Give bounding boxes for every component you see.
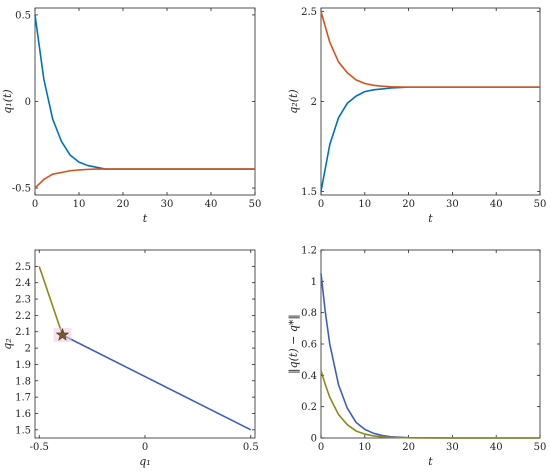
x-tick-label: 20 [117,199,130,210]
x-tick-label: 40 [490,442,503,453]
x-tick-label: 30 [446,442,459,453]
y-tick-label: 2.1 [15,327,31,338]
y-tick-label: 1.9 [15,360,31,371]
series-line-0 [34,14,255,170]
x-tick-label: 40 [205,199,218,210]
y-tick-label: 1.5 [301,187,317,198]
y-tick-label: 1.2 [301,246,317,257]
y-axis-label: ‖q(t) − q*‖ [287,314,301,374]
y-tick-label: 2.2 [15,311,31,322]
y-tick-label: 2.4 [15,278,31,289]
y-axis-label: q₂(t) [287,89,300,113]
panel-q2-vs-q1: -0.5 0 0.5 1.5 1.6 1.7 1.8 1.9 2 2.1 2.2 2.3 2.4 2.5 q… [1,249,259,468]
y-tick-label: 0.5 [15,10,31,21]
x-tick-label: 50 [249,199,262,210]
series-line-0 [320,273,540,439]
series-line-0 [62,334,252,431]
y-tick-label: 0.4 [301,371,317,382]
x-tick-label: 0 [142,442,148,453]
x-tick-label: 0 [32,199,38,210]
x-axis-label: t [428,455,433,468]
x-tick-label: 10 [358,199,371,210]
y-tick-label: 0.2 [301,402,317,413]
y-tick-label: 2 [311,97,317,108]
series-line-1 [34,168,255,189]
x-tick-label: 20 [402,199,415,210]
y-tick-label: 0.6 [301,340,317,351]
x-axis-label: q₁ [139,455,150,468]
y-axis-label: q₁(t) [1,89,14,113]
x-tick-label: 50 [534,199,547,210]
series-line-0 [320,86,540,192]
axes-frame [34,249,256,439]
axes-frame [320,7,541,196]
panel-error-norm-vs-t: 0 10 20 30 40 50 0 0.2 0.4 0.6 0.8 1 1.2 t ‖q(t) − q*‖ [287,246,546,469]
y-tick-label: 0 [25,97,31,108]
axes-frame [320,249,541,439]
y-tick-label: 2.5 [15,262,31,273]
y-tick-label: 2.3 [15,295,31,306]
y-axis-label: q₂ [1,338,14,349]
x-axis-label: t [143,212,148,225]
y-tick-label: 0 [311,434,317,445]
x-tick-label: 0.5 [243,442,259,453]
y-tick-label: 0.8 [301,308,317,319]
x-tick-label: 20 [402,442,415,453]
axes-frame [34,7,256,196]
panel-q2-vs-t: 0 10 20 30 40 50 1.5 2 2.5 t q₂(t) [287,7,546,225]
series-line-1 [320,11,540,88]
x-tick-label: 30 [161,199,174,210]
x-axis-label: t [428,212,433,225]
x-tick-label: 30 [446,199,459,210]
y-tick-label: 1.5 [15,425,31,436]
x-tick-label: 0 [318,442,324,453]
x-tick-label: 10 [358,442,371,453]
equilibrium-star-marker [55,327,70,341]
y-tick-label: 1 [311,277,317,288]
y-tick-label: 1.8 [15,376,31,387]
x-tick-label: 0 [318,199,324,210]
x-tick-label: -0.5 [30,442,49,453]
y-tick-label: -0.5 [12,184,31,195]
y-tick-label: 2 [25,344,31,355]
x-tick-label: 40 [490,199,503,210]
series-line-1 [320,370,540,439]
series-line-1 [38,266,64,336]
x-tick-label: 10 [73,199,86,210]
y-tick-label: 1.7 [15,393,31,404]
y-tick-label: 2.5 [301,7,317,18]
y-tick-label: 1.6 [15,409,31,420]
x-tick-label: 50 [534,442,547,453]
